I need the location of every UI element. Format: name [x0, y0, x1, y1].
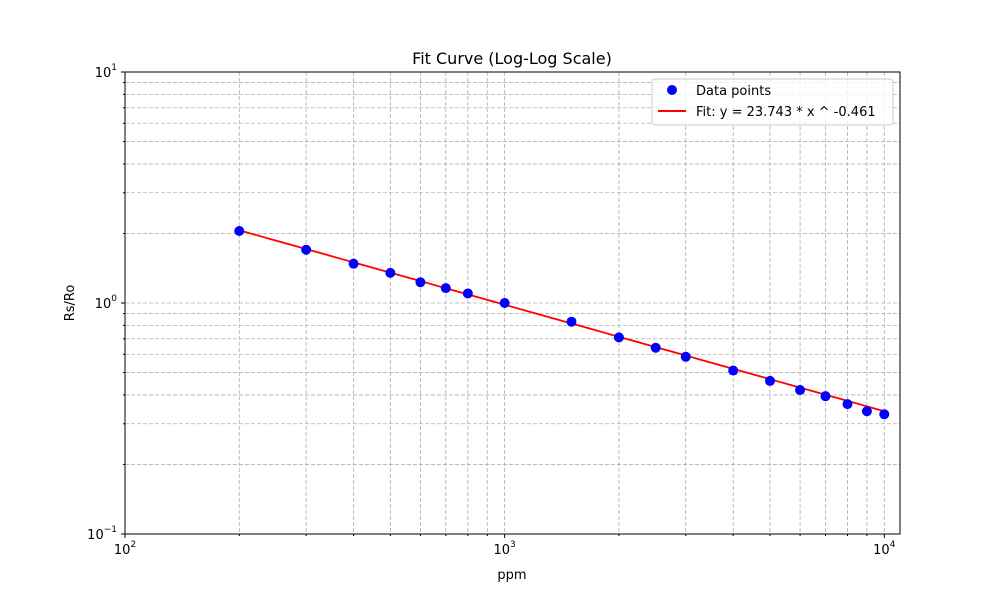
data-point [385, 267, 396, 278]
data-point [795, 385, 806, 396]
x-tick-label: 104 [873, 540, 896, 558]
legend-label-fit: Fit: y = 23.743 * x ^ -0.461 [696, 105, 876, 120]
data-point [613, 332, 624, 343]
legend: Data points Fit: y = 23.743 * x ^ -0.461 [651, 78, 894, 126]
data-point [348, 258, 359, 269]
legend-marker-data-points [667, 85, 677, 95]
data-point [462, 288, 473, 299]
data-point [842, 399, 853, 410]
data-point [879, 409, 890, 420]
data-point [728, 365, 739, 376]
x-axis-label: ppm [497, 568, 526, 583]
x-tick-label: 102 [114, 540, 136, 558]
y-tick-label: 101 [95, 63, 117, 81]
legend-label-data-points: Data points [696, 84, 771, 99]
data-point [820, 391, 831, 402]
data-point [415, 277, 426, 288]
fit-line [239, 229, 885, 413]
tick-layer: 102 103 104 10−1 100 101 [87, 63, 896, 558]
data-point [499, 298, 510, 308]
legend-box [651, 78, 894, 126]
y-tick-label: 10−1 [87, 525, 117, 543]
data-point [765, 375, 776, 386]
data-points-layer [234, 225, 890, 420]
x-tick-label: 103 [494, 540, 516, 558]
data-point [680, 351, 691, 362]
grid [124, 71, 900, 535]
y-axis-label: Rs/Ro [63, 285, 78, 322]
y-tick-label: 100 [95, 294, 118, 312]
plot-frame [124, 71, 901, 535]
data-point [650, 342, 661, 353]
data-point [234, 225, 245, 236]
chart-title: Fit Curve (Log-Log Scale) [412, 49, 612, 68]
data-point [301, 244, 312, 255]
data-point [440, 283, 451, 294]
data-point [861, 406, 872, 417]
fit-line-layer [239, 229, 885, 413]
data-point [566, 316, 577, 327]
